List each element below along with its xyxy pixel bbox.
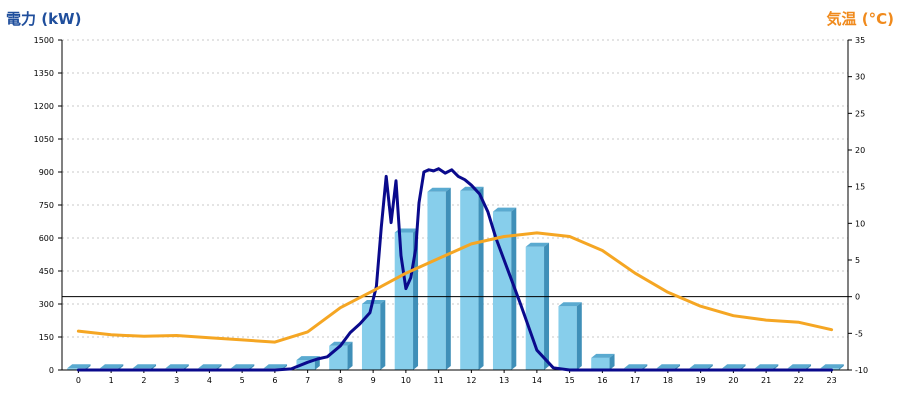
x-tick-label: 15 [565, 376, 575, 385]
bar-front [296, 360, 315, 370]
bar [492, 207, 517, 370]
x-tick-label: 19 [696, 376, 706, 385]
right-tick-label: -10 [855, 366, 868, 375]
x-tick-label: 16 [597, 376, 607, 385]
left-tick-label: 450 [39, 267, 54, 276]
x-tick-label: 20 [728, 376, 738, 385]
left-tick-label: 1200 [34, 102, 54, 111]
x-tick-label: 10 [401, 376, 411, 385]
x-tick-label: 2 [141, 376, 146, 385]
bar-front [492, 211, 512, 370]
bar-front [525, 246, 545, 370]
bar-top [427, 187, 451, 192]
line-series-layer [76, 167, 834, 372]
right-tick-label: 5 [855, 256, 860, 265]
left-tick-label: 300 [39, 300, 54, 309]
bar-top [198, 364, 222, 369]
bar-side [609, 353, 615, 370]
bar-front [558, 306, 577, 370]
right-tick-label: 20 [855, 146, 865, 155]
left-tick-label: 1350 [34, 69, 54, 78]
bar [525, 242, 550, 370]
x-tick-label: 7 [305, 376, 310, 385]
right-tick-label: 35 [855, 36, 865, 45]
bar-front [427, 191, 446, 370]
bar-top [165, 364, 189, 369]
left-tick-label: 150 [39, 333, 54, 342]
bar-front [460, 190, 479, 370]
bar-top [99, 364, 124, 369]
right-tick-label: 0 [855, 293, 860, 302]
x-tick-label: 1 [109, 376, 114, 385]
bar-top [591, 353, 615, 358]
right-tick-label: 15 [855, 183, 865, 192]
bar-side [445, 187, 451, 370]
bar-side [478, 186, 484, 370]
left-tick-label: 1500 [34, 36, 54, 45]
bar-front [361, 304, 381, 370]
x-tick-label: 11 [434, 376, 444, 385]
grid-layer [62, 39, 848, 338]
left-tick-label: 900 [39, 168, 54, 177]
x-tick-label: 8 [338, 376, 343, 385]
bar-front [67, 368, 86, 370]
x-tick-label: 3 [174, 376, 179, 385]
bar-top [263, 364, 288, 369]
bar [427, 187, 451, 370]
axis-layer: 01503004506007509001050120013501500-10-5… [34, 36, 868, 385]
bar-top [689, 364, 713, 369]
bar-side [838, 364, 844, 370]
temperature-line [76, 231, 834, 344]
right-tick-label: 10 [855, 219, 865, 228]
bar-top [722, 364, 746, 369]
x-tick-label: 6 [272, 376, 277, 385]
bar-front [591, 357, 610, 370]
bar-top [67, 364, 91, 369]
right-tick-label: -5 [855, 329, 863, 338]
x-tick-label: 21 [761, 376, 771, 385]
x-tick-label: 12 [466, 376, 476, 385]
bar-top [558, 302, 582, 307]
bar-top [492, 207, 517, 212]
x-tick-label: 22 [794, 376, 804, 385]
x-tick-label: 18 [663, 376, 673, 385]
bar-series-layer [67, 186, 844, 370]
bar-side [544, 242, 550, 370]
right-axis-title: 気温 (°C) [826, 10, 894, 28]
bar-top [230, 364, 255, 369]
x-tick-label: 14 [532, 376, 542, 385]
x-tick-label: 5 [240, 376, 245, 385]
bar-side [347, 341, 353, 370]
bar-top [525, 242, 550, 247]
right-tick-label: 25 [855, 109, 865, 118]
bar-top [656, 364, 681, 369]
right-tick-label: 30 [855, 73, 865, 82]
left-tick-label: 0 [49, 366, 54, 375]
bar-top [754, 364, 779, 369]
x-tick-label: 9 [371, 376, 376, 385]
bar [591, 353, 615, 370]
left-tick-label: 750 [39, 201, 54, 210]
bar [361, 300, 386, 370]
bar-front [394, 232, 414, 370]
left-tick-label: 1050 [34, 135, 54, 144]
x-tick-label: 0 [76, 376, 81, 385]
bar-top [787, 364, 812, 369]
bar-top [460, 186, 484, 191]
bar-top [132, 364, 157, 369]
x-tick-label: 23 [827, 376, 837, 385]
left-tick-label: 600 [39, 234, 54, 243]
left-axis-title: 電力 (kW) [6, 10, 82, 28]
bar [460, 186, 484, 370]
bar-side [380, 300, 386, 370]
bar-side [576, 302, 582, 370]
x-tick-label: 4 [207, 376, 212, 385]
bar-top [820, 364, 844, 369]
bar [558, 302, 582, 370]
power-line [76, 167, 834, 372]
x-tick-label: 17 [630, 376, 640, 385]
bar-top [623, 364, 648, 369]
x-tick-label: 13 [499, 376, 509, 385]
